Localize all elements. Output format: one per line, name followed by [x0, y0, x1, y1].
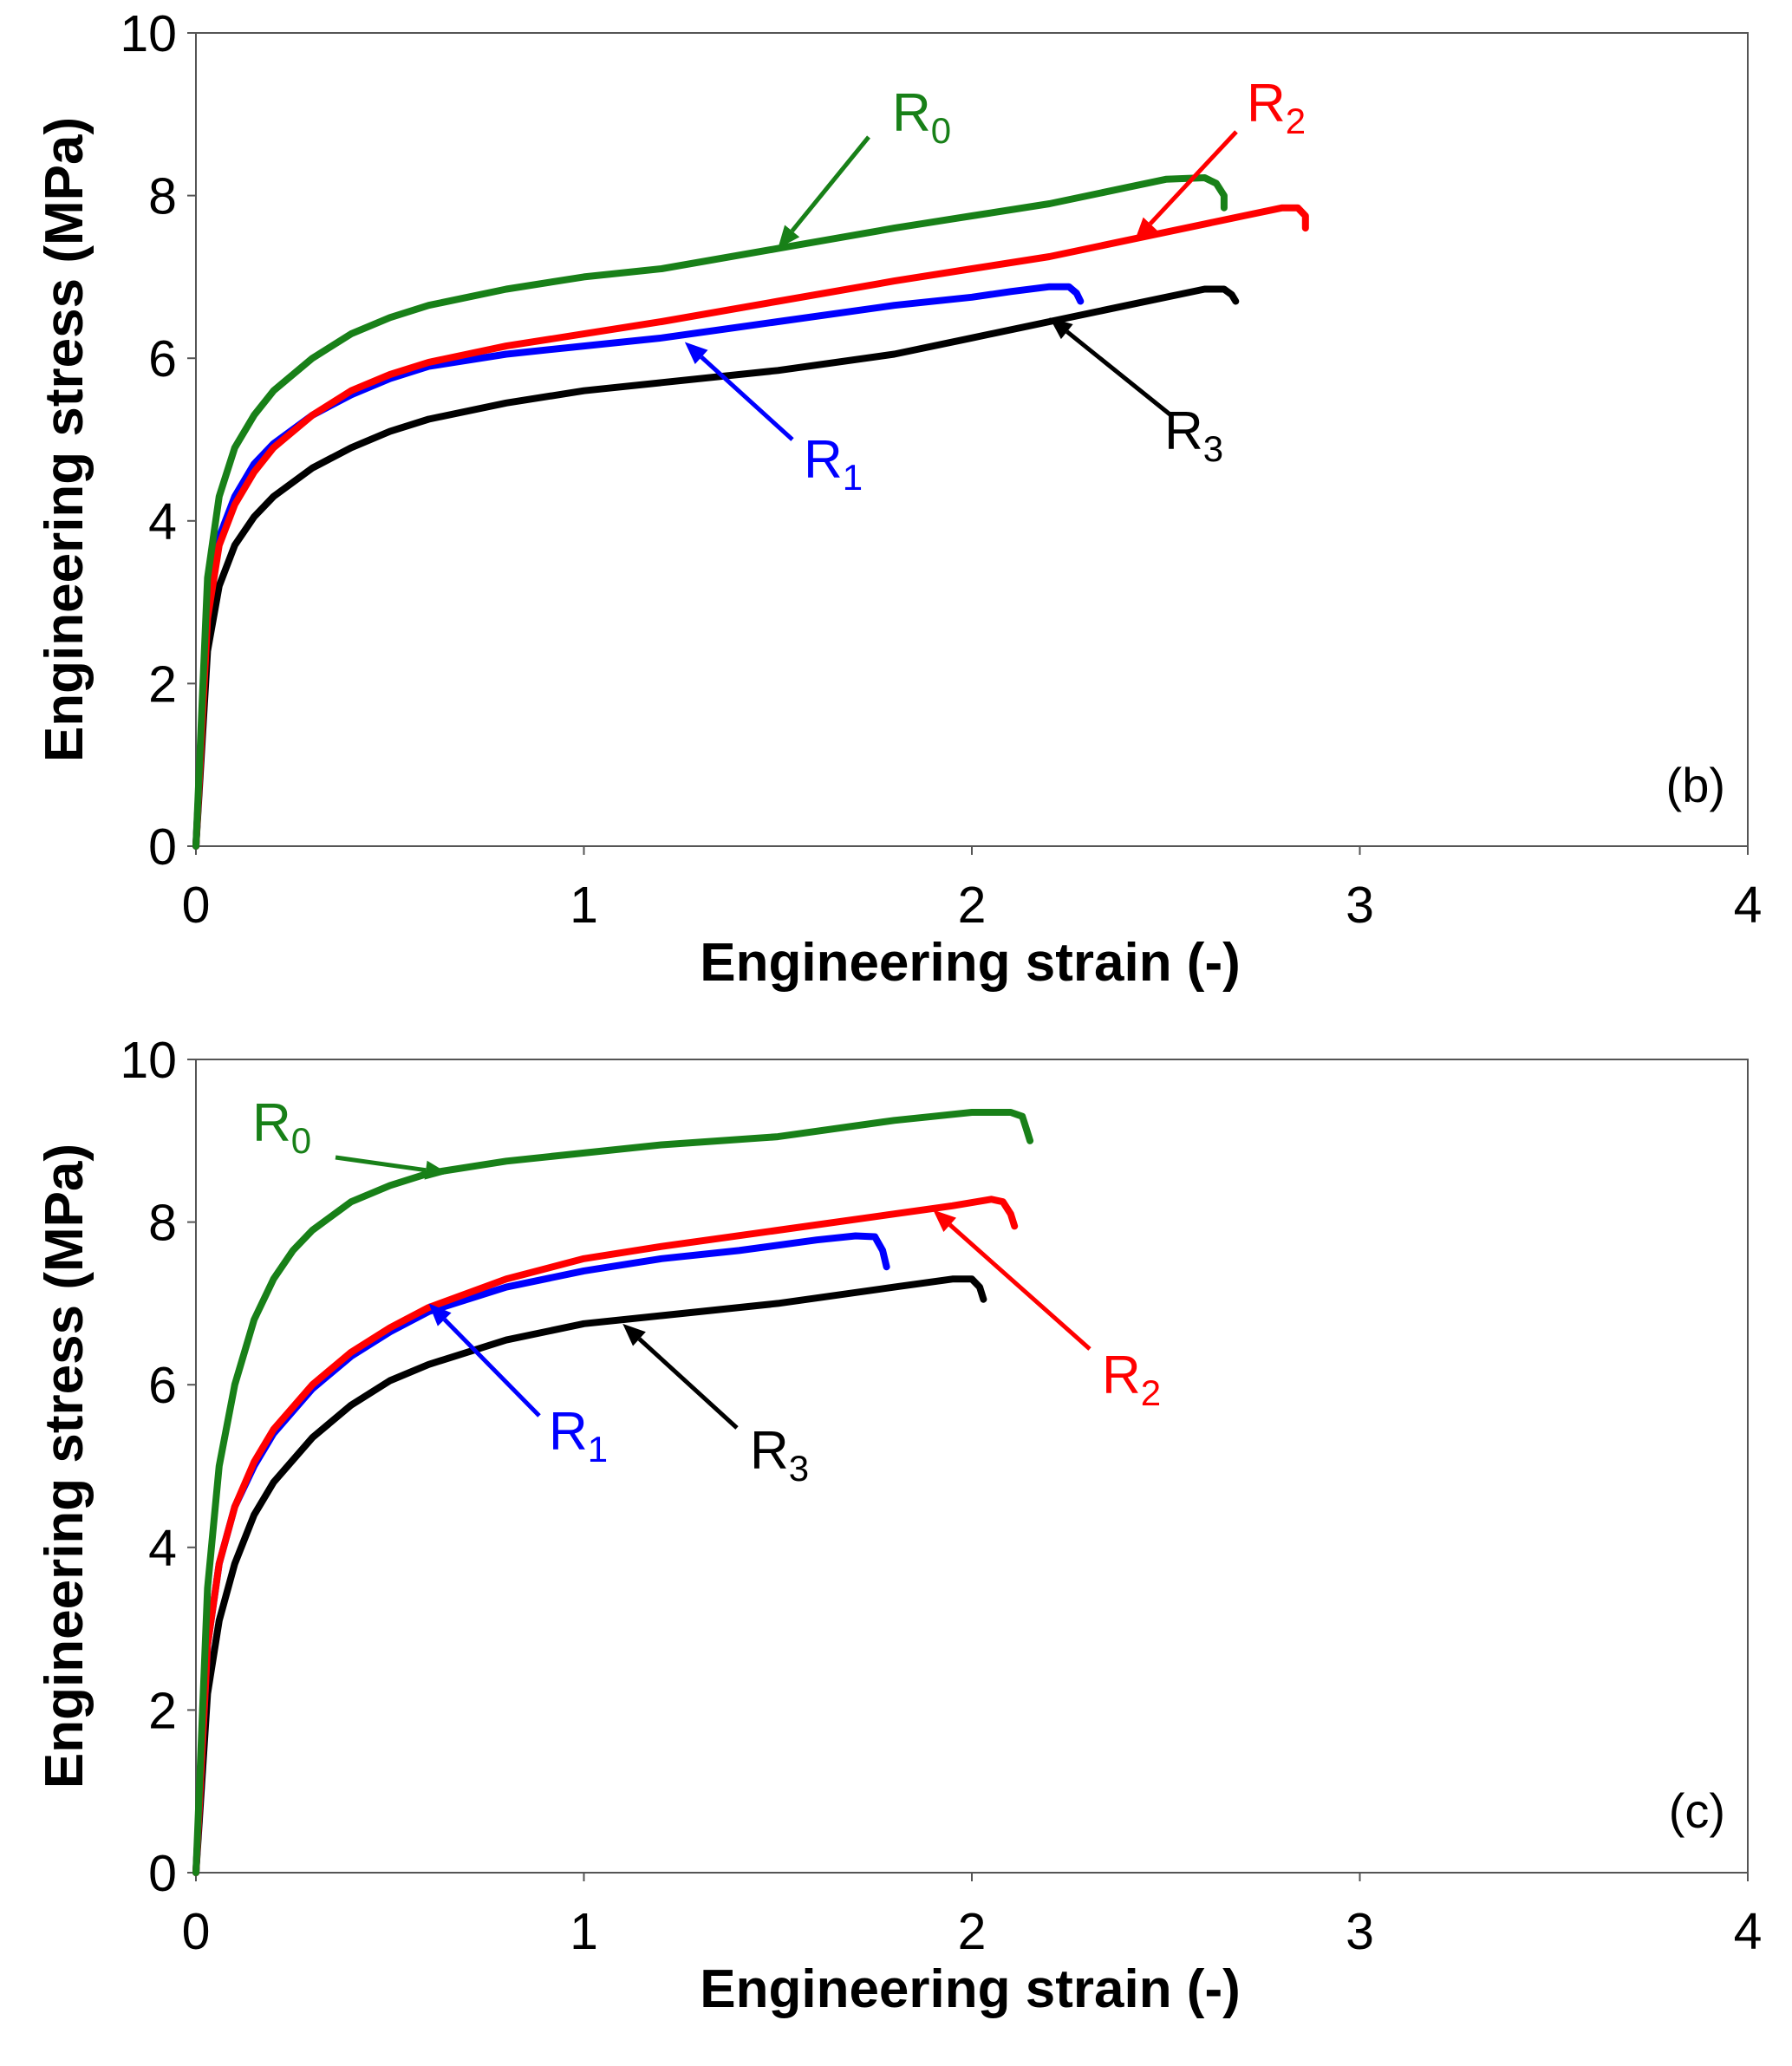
y-axis-title: Engineering stress (MPa) [35, 1144, 94, 1789]
x-tick-label: 0 [182, 1903, 211, 1960]
series-label-r2: R2 [1102, 1346, 1161, 1413]
y-tick-label: 2 [148, 1682, 177, 1739]
series-label-base: R [1247, 74, 1286, 134]
series-label-base: R [252, 1093, 291, 1153]
x-tick-label: 2 [958, 1903, 987, 1960]
annotation-arrow-r1 [700, 355, 794, 441]
y-axis-title: Engineering stress (MPa) [35, 117, 94, 762]
x-axis-title: Engineering strain (-) [700, 933, 1240, 993]
series-line-r3 [192, 285, 1240, 850]
annotation-arrowhead-r3 [622, 1323, 646, 1346]
y-tick-label: 2 [148, 655, 177, 713]
x-tick-label: 4 [1734, 1903, 1763, 1960]
series-label-base: R [892, 83, 931, 143]
y-tick-label: 0 [148, 818, 177, 876]
series-line-r0 [192, 1109, 1034, 1876]
series-label-r2: R2 [1247, 74, 1306, 141]
y-tick-label: 8 [148, 1195, 177, 1252]
series-label-base: R [750, 1421, 789, 1481]
series-line-r2 [192, 1196, 1019, 1876]
annotation-arrow-r2 [948, 1222, 1091, 1351]
series-label-subscript: 0 [931, 110, 951, 151]
y-tick-label: 0 [148, 1845, 177, 1902]
y-tick-label: 10 [120, 5, 177, 62]
series-label-subscript: 1 [843, 457, 863, 498]
series-label-base: R [549, 1402, 588, 1462]
series-label-base: R [1164, 401, 1203, 461]
y-tick-label: 6 [148, 1357, 177, 1414]
annotation-arrowhead-r3 [1049, 317, 1073, 340]
annotation-arrow-r3 [637, 1337, 739, 1430]
series-label-subscript: 1 [588, 1429, 608, 1470]
y-tick-label: 6 [148, 330, 177, 388]
y-tick-label: 4 [148, 493, 177, 551]
series-label-r1: R1 [804, 430, 863, 498]
y-tick-label: 8 [148, 168, 177, 225]
y-tick-label: 10 [120, 1032, 177, 1089]
series-label-subscript: 0 [291, 1120, 311, 1161]
x-tick-label: 1 [570, 877, 598, 934]
annotation-arrowhead-r0 [424, 1160, 448, 1180]
annotation-arrow-r3 [1065, 329, 1174, 418]
panel-label: (b) [1666, 758, 1725, 812]
series-label-subscript: 2 [1286, 101, 1306, 141]
series-line-r3 [192, 1275, 987, 1876]
series-label-r3: R3 [750, 1421, 809, 1489]
series-label-r1: R1 [549, 1402, 608, 1470]
y-tick-label: 4 [148, 1520, 177, 1577]
x-tick-label: 1 [570, 1903, 598, 1960]
series-label-subscript: 3 [1203, 428, 1223, 469]
x-tick-label: 4 [1734, 877, 1763, 934]
series-label-r0: R0 [252, 1093, 311, 1161]
annotation-arrow-r2 [1148, 130, 1238, 225]
series-label-base: R [804, 430, 843, 490]
series-label-r3: R3 [1164, 401, 1223, 469]
series-label-subscript: 3 [789, 1448, 809, 1489]
series-line-r0 [192, 174, 1228, 850]
annotation-arrowhead-r0 [778, 225, 800, 249]
plot-frame-c [195, 1059, 1749, 1874]
x-tick-label: 3 [1346, 1903, 1374, 1960]
x-tick-label: 3 [1346, 877, 1374, 934]
annotation-arrow-r0 [335, 1155, 427, 1173]
x-tick-label: 0 [182, 877, 211, 934]
annotation-arrow-r1 [442, 1318, 541, 1418]
series-line-r1 [192, 283, 1085, 850]
panel-label: (c) [1669, 1783, 1725, 1838]
series-line-r2 [192, 204, 1309, 850]
annotation-arrowhead-r1 [684, 342, 708, 365]
x-tick-label: 2 [958, 877, 987, 934]
series-label-r0: R0 [892, 83, 951, 151]
annotation-arrowhead-r1 [428, 1303, 452, 1326]
annotation-arrow-r0 [790, 135, 870, 232]
plot-frame-b [195, 32, 1749, 847]
x-axis-title: Engineering strain (-) [700, 1959, 1240, 2019]
annotation-arrowhead-r2 [1134, 217, 1157, 241]
series-label-subscript: 2 [1141, 1372, 1161, 1413]
series-label-base: R [1102, 1346, 1141, 1405]
annotation-arrowhead-r2 [933, 1209, 956, 1233]
